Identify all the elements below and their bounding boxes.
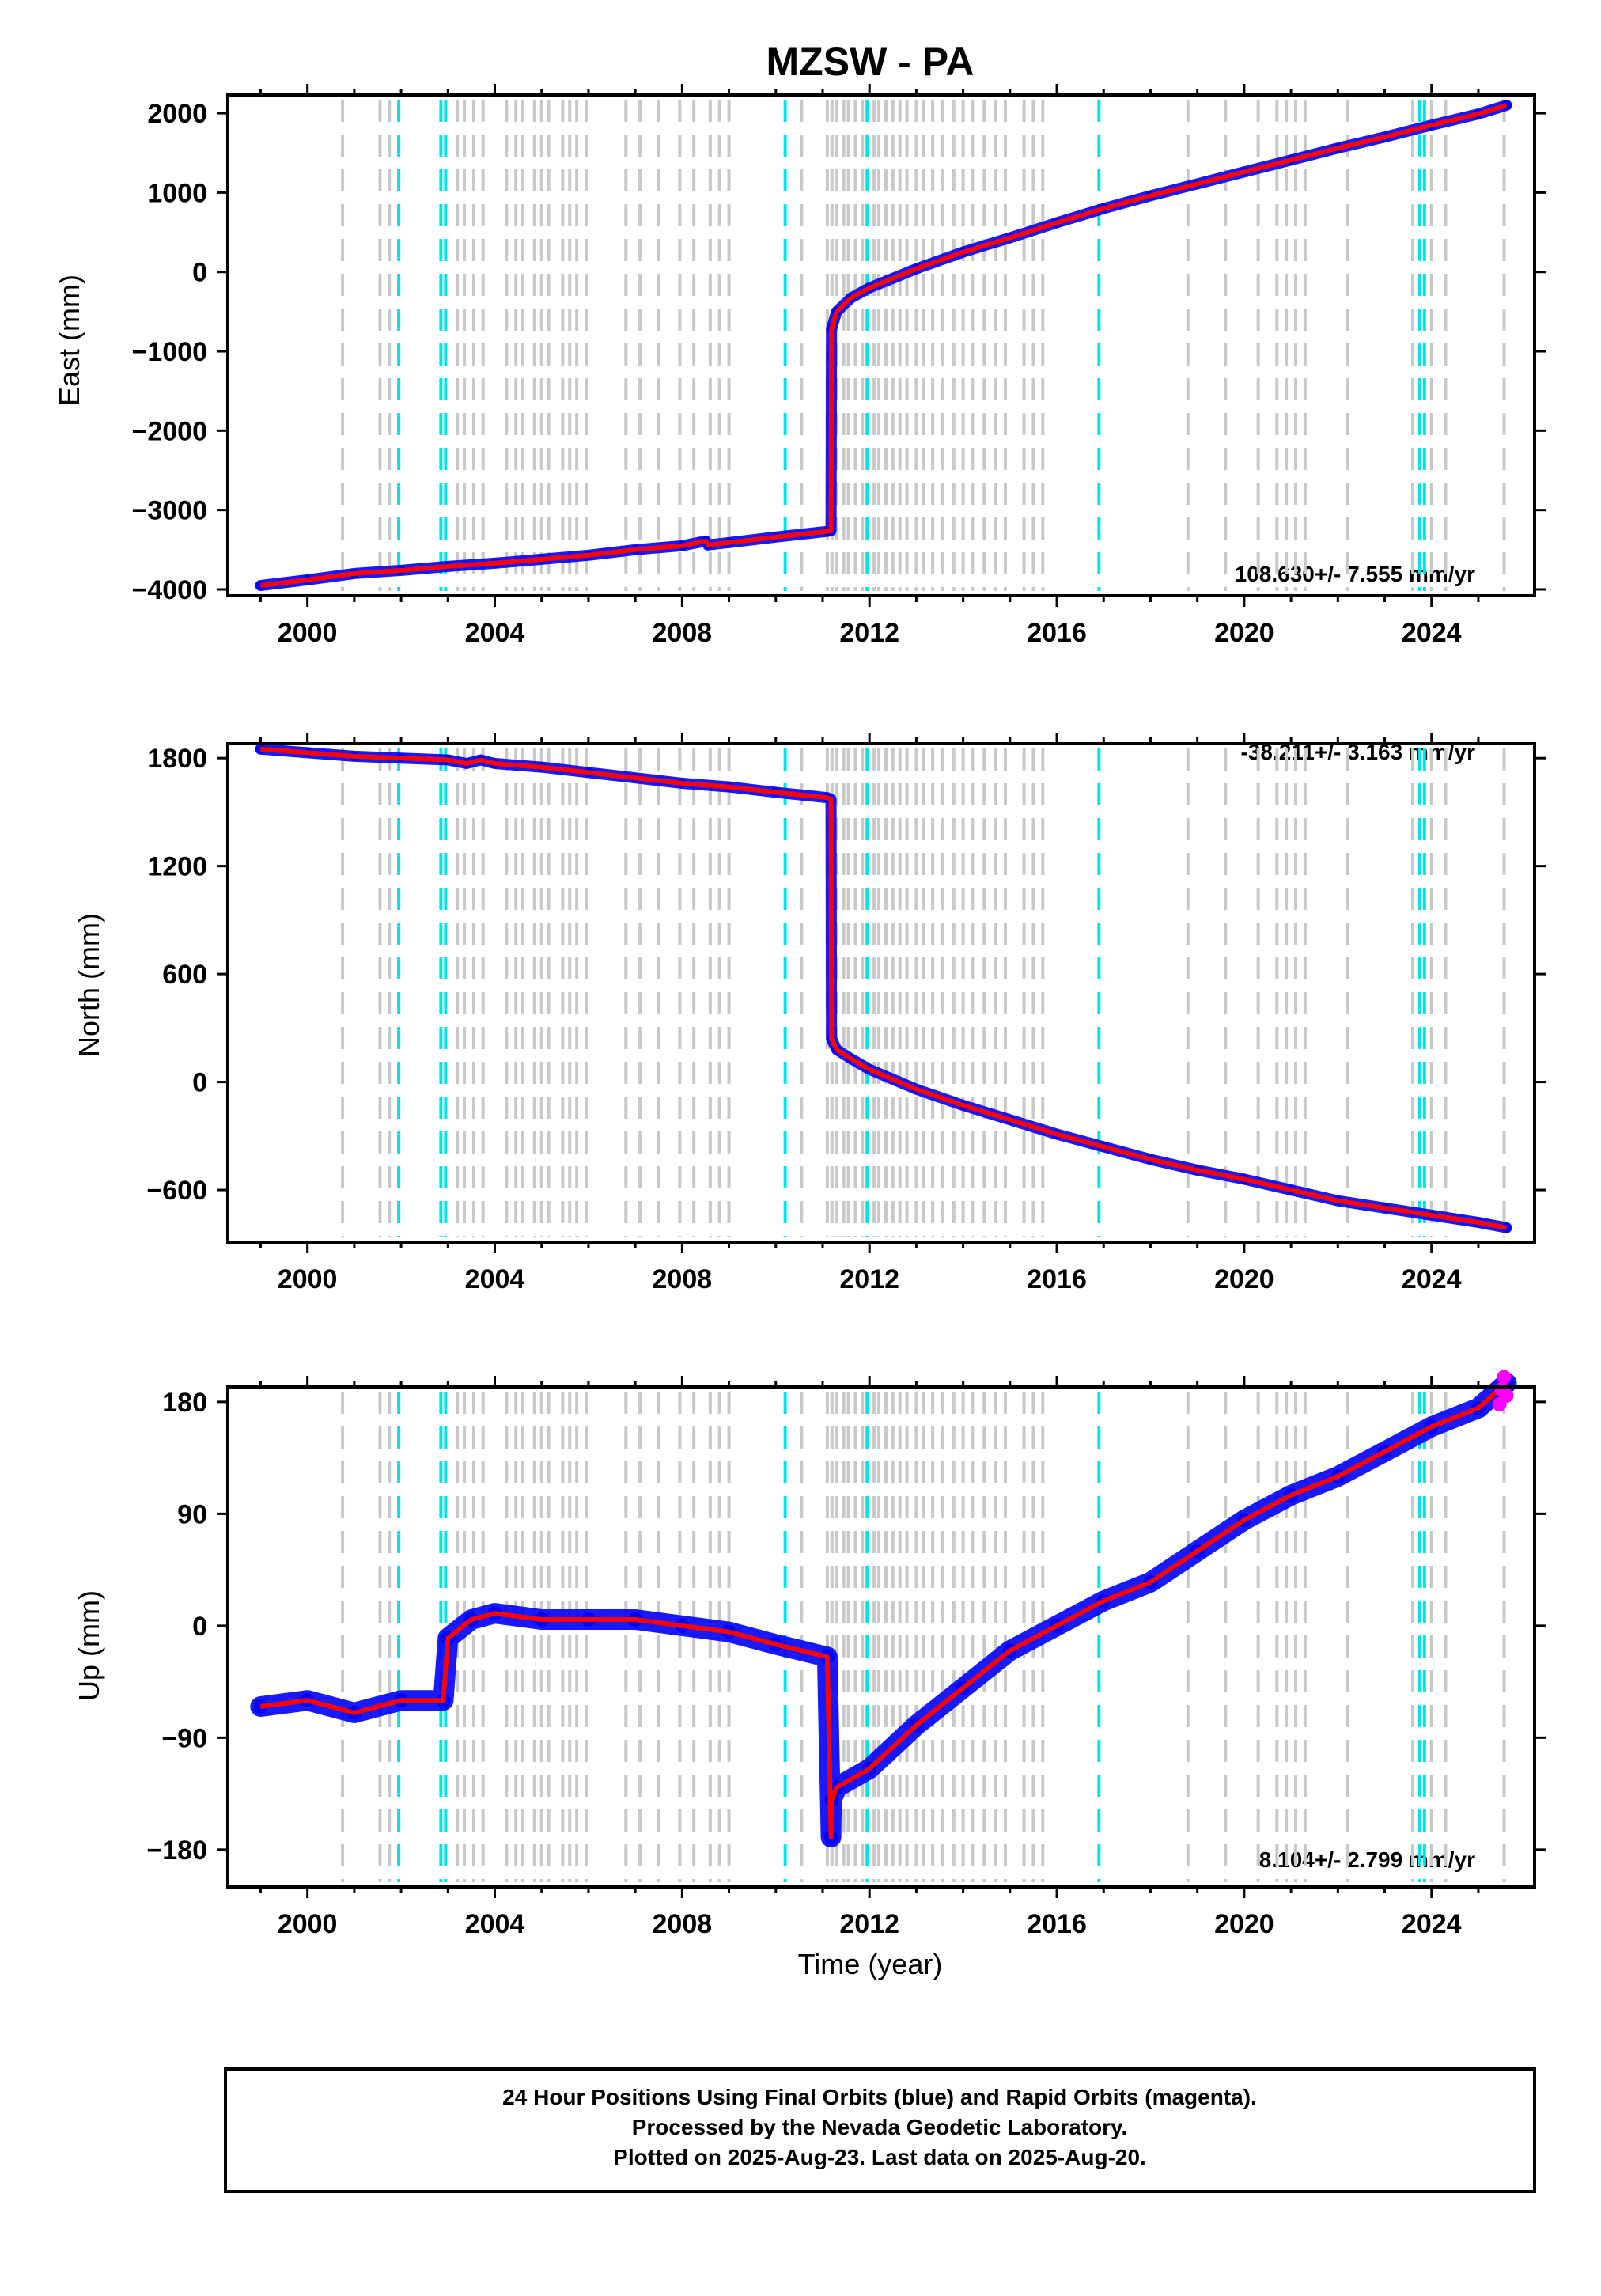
north-x-tick-label: 2008 [653, 1264, 713, 1294]
up-y-tick-label: −180 [146, 1836, 207, 1866]
north-x-tick-label: 2012 [839, 1264, 899, 1294]
up-y-tick-label: 0 [192, 1612, 207, 1642]
east-frame [226, 93, 1536, 597]
up-y-tick-label: 180 [162, 1388, 207, 1418]
north-x-tick-label: 2020 [1214, 1264, 1274, 1294]
north-y-tick-label: 0 [192, 1068, 207, 1098]
north-x-tick-label: 2016 [1027, 1264, 1087, 1294]
up-frame [226, 1385, 1536, 1889]
up-rapid-point [1497, 1370, 1512, 1385]
north-frame [226, 742, 1536, 1244]
east-rate-label: 108.630+/- 7.555 mm/yr [1235, 562, 1475, 586]
north-final-orbits-series [255, 743, 1512, 1233]
up-rapid-point [1499, 1389, 1514, 1404]
footer-line-1: 24 Hour Positions Using Final Orbits (bl… [502, 2085, 1257, 2109]
north-y-tick-label: 1200 [147, 852, 207, 882]
north-x-tick-label: 2024 [1402, 1264, 1462, 1294]
north-model-line [260, 746, 1508, 1230]
east-x-tick-label: 2024 [1402, 618, 1462, 648]
footer-border [224, 2067, 1536, 2193]
north-x-tick-label: 2000 [278, 1264, 338, 1294]
east-x-tick-label: 2000 [278, 618, 338, 648]
north-y-tick-label: 1800 [147, 744, 207, 774]
up-model-line [260, 1381, 1508, 1840]
up-y-tick-label: 90 [177, 1499, 207, 1529]
up-x-tick-label: 2016 [1027, 1909, 1087, 1939]
north-y-tick-label: −600 [146, 1176, 207, 1206]
north-y-label: North (mm) [73, 913, 105, 1057]
east-model-line [260, 103, 1508, 588]
east-x-tick-label: 2020 [1214, 618, 1274, 648]
footer-line-3: Plotted on 2025-Aug-23. Last data on 202… [613, 2145, 1146, 2169]
up-x-tick-label: 2012 [839, 1909, 899, 1939]
up-panel: Up (mm) 8.104+/- 2.799 mm/yr Time (year)… [73, 1370, 1546, 1980]
east-y-label: East (mm) [53, 275, 85, 406]
chart-title: MZSW - PA [766, 40, 975, 84]
up-x-tick-label: 2004 [465, 1909, 525, 1939]
east-y-tick-label: −1000 [132, 337, 208, 367]
east-y-tick-label: −2000 [132, 416, 208, 446]
east-y-tick-label: −3000 [132, 496, 208, 526]
east-y-tick-label: 0 [192, 258, 207, 288]
up-x-tick-label: 2020 [1214, 1909, 1274, 1939]
up-plot-area [250, 1370, 1517, 1882]
north-y-tick-label: 600 [162, 960, 207, 990]
up-y-tick-label: −90 [161, 1723, 207, 1753]
east-y-tick-label: 2000 [147, 99, 207, 129]
north-panel: North (mm) -38.211+/- 3.163 mm/yr −60006… [73, 733, 1546, 1294]
east-x-tick-label: 2012 [839, 618, 899, 648]
east-y-tick-label: 1000 [147, 178, 207, 208]
up-rate-label: 8.104+/- 2.799 mm/yr [1259, 1847, 1475, 1872]
east-final-orbits-series [255, 100, 1512, 591]
east-x-tick-label: 2008 [653, 618, 713, 648]
footer-line-2: Processed by the Nevada Geodetic Laborat… [632, 2115, 1128, 2139]
east-y-tick-label: −4000 [132, 575, 208, 605]
north-x-tick-label: 2004 [465, 1264, 525, 1294]
north-plot-area [255, 743, 1512, 1237]
up-x-tick-label: 2000 [278, 1909, 338, 1939]
up-y-label: Up (mm) [73, 1590, 105, 1701]
east-panel: East (mm) 108.630+/- 7.555 mm/yr −4000 −3… [53, 84, 1546, 648]
east-plot-area [255, 100, 1512, 591]
east-x-tick-label: 2004 [465, 618, 525, 648]
up-final-orbits-series [250, 1373, 1517, 1848]
footer-box: 24 Hour Positions Using Final Orbits (bl… [224, 2067, 1536, 2193]
x-axis-label: Time (year) [798, 1948, 943, 1980]
east-x-tick-label: 2016 [1027, 618, 1087, 648]
up-x-tick-label: 2024 [1402, 1909, 1462, 1939]
up-x-tick-label: 2008 [653, 1909, 713, 1939]
